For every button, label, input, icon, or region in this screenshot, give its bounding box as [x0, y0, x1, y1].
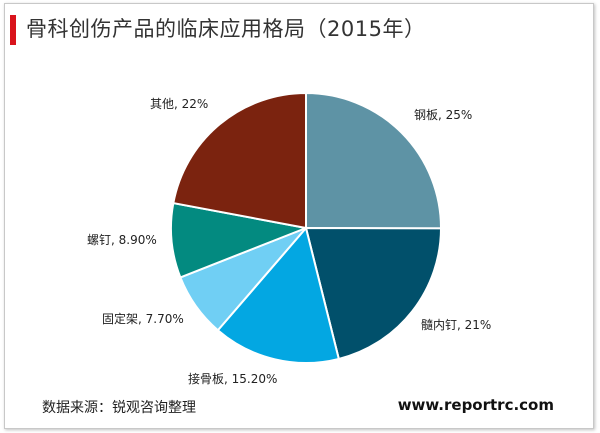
data-source-note: 数据来源：锐观咨询整理: [42, 400, 196, 416]
pie-slice-2: [304, 226, 443, 361]
pie-slice-6: [172, 91, 307, 230]
slice-label-6: 其他, 22%: [150, 97, 208, 111]
slice-label-1: 钢板, 25%: [414, 108, 472, 122]
pie-slice-1: [305, 91, 443, 230]
website-url: www.reportrc.com: [397, 396, 554, 414]
slice-label-2: 髓内钉, 21%: [421, 318, 491, 332]
title-accent-bar: [10, 15, 16, 45]
page-title: 骨科创伤产品的临床应用格局（2015年）: [26, 17, 426, 41]
pie-slice-3: [216, 225, 341, 364]
slice-label-5: 螺钉, 8.90%: [87, 233, 157, 247]
slice-label-4: 固定架, 7.70%: [102, 311, 184, 326]
slice-label-3: 接骨板, 15.20%: [188, 371, 277, 386]
